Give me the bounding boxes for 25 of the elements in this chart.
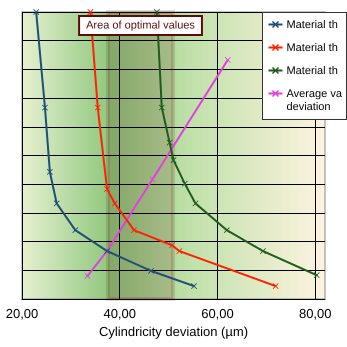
point <box>260 248 266 254</box>
legend-label: Material th <box>286 42 338 54</box>
x-tick-label: 80,00 <box>298 306 332 321</box>
point <box>42 104 48 111</box>
x-tick-label: 40,00 <box>103 306 136 321</box>
point <box>314 272 320 278</box>
point <box>192 200 198 206</box>
point <box>170 157 176 164</box>
point <box>191 283 198 290</box>
x-axis-title: Cylindricity deviation (µm) <box>98 324 248 339</box>
x-tick-label: 60,00 <box>201 306 234 321</box>
point <box>84 273 90 280</box>
point <box>112 200 118 206</box>
point <box>166 140 173 146</box>
legend-label: Material th <box>286 65 338 77</box>
point <box>87 9 94 15</box>
point <box>46 168 53 175</box>
legend-label: Material th <box>286 19 338 31</box>
point <box>130 227 137 234</box>
x-tick-label: 20,00 <box>6 306 38 321</box>
point <box>272 283 279 290</box>
legend-label: Average va deviation <box>286 88 343 113</box>
point <box>104 186 110 192</box>
point <box>176 248 182 254</box>
band-label: Area of optimal values <box>86 20 196 32</box>
